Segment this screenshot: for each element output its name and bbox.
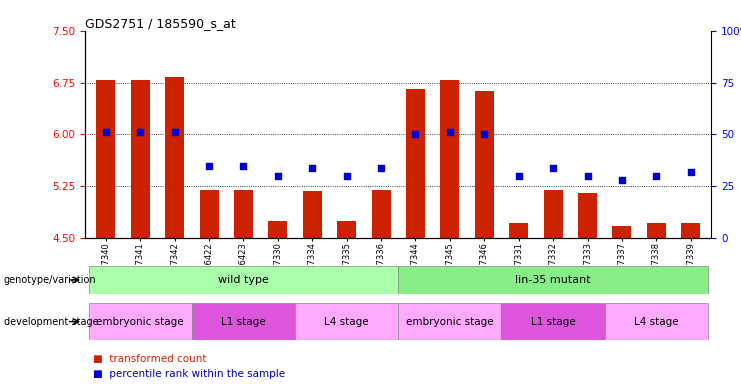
Bar [440, 81, 459, 238]
Text: lin-35 mutant: lin-35 mutant [515, 275, 591, 285]
Bar [509, 223, 528, 238]
Point [306, 164, 318, 170]
Bar [399, 303, 502, 340]
Text: L4 stage: L4 stage [634, 316, 679, 327]
Text: GDS2751 / 185590_s_at: GDS2751 / 185590_s_at [85, 17, 236, 30]
Bar [96, 81, 116, 238]
Point [547, 164, 559, 170]
Point [100, 129, 112, 136]
Bar [337, 221, 356, 238]
Point [651, 173, 662, 179]
Bar [613, 226, 631, 238]
Point [582, 173, 594, 179]
Text: embryonic stage: embryonic stage [96, 316, 184, 327]
Point [513, 173, 525, 179]
Bar [681, 223, 700, 238]
Point [272, 173, 284, 179]
Bar [89, 266, 399, 294]
Text: L1 stage: L1 stage [221, 316, 266, 327]
Bar [165, 77, 184, 238]
Text: development stage: development stage [4, 316, 99, 327]
Bar [605, 303, 708, 340]
Bar [372, 190, 391, 238]
Bar [192, 303, 295, 340]
Text: ■  percentile rank within the sample: ■ percentile rank within the sample [93, 369, 285, 379]
Bar [131, 80, 150, 238]
Bar [295, 303, 399, 340]
Bar [199, 190, 219, 238]
Point [169, 129, 181, 136]
Bar [544, 190, 562, 238]
Bar [399, 266, 708, 294]
Point [203, 162, 215, 169]
Text: genotype/variation: genotype/variation [4, 275, 96, 285]
Point [444, 129, 456, 136]
Bar [268, 221, 288, 238]
Text: wild type: wild type [218, 275, 269, 285]
Point [341, 173, 353, 179]
Text: ■  transformed count: ■ transformed count [93, 354, 206, 364]
Bar [578, 193, 597, 238]
Point [238, 162, 250, 169]
Bar [475, 91, 494, 238]
Point [134, 129, 146, 136]
Bar [89, 303, 192, 340]
Bar [502, 303, 605, 340]
Text: L1 stage: L1 stage [531, 316, 576, 327]
Point [479, 131, 491, 137]
Bar [406, 89, 425, 238]
Point [375, 164, 387, 170]
Text: embryonic stage: embryonic stage [406, 316, 494, 327]
Bar [647, 223, 665, 238]
Point [410, 131, 422, 137]
Point [616, 177, 628, 183]
Text: L4 stage: L4 stage [325, 316, 369, 327]
Bar [234, 190, 253, 238]
Bar [303, 191, 322, 238]
Point [685, 169, 697, 175]
